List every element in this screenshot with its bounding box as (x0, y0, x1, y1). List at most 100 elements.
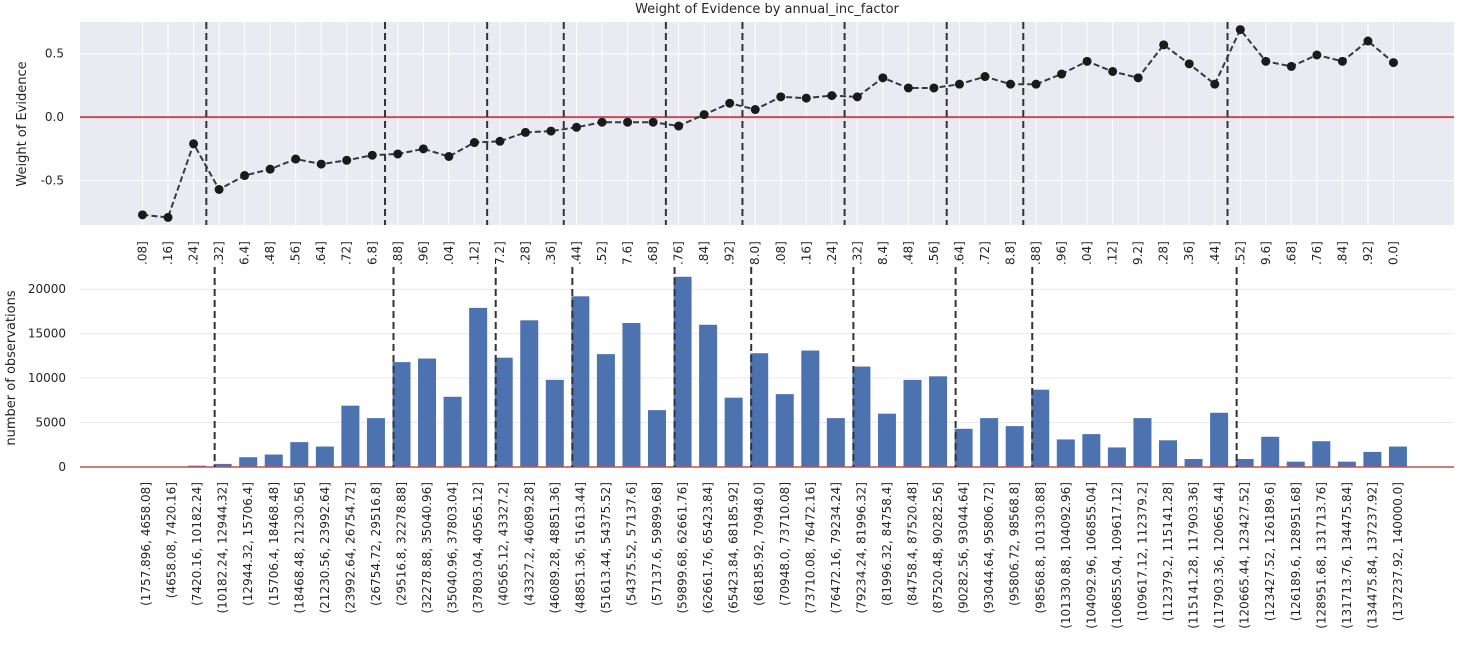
observations-bar (290, 442, 309, 467)
woe-point (1108, 66, 1118, 76)
observations-x-tick-label: (7420.16, 10182.24] (190, 482, 204, 606)
observations-bar (443, 396, 462, 467)
woe-point (265, 164, 275, 174)
woe-point (240, 171, 250, 181)
observations-bar (1082, 434, 1101, 467)
woe-x-tick-label: .32] (850, 241, 864, 265)
woe-point (469, 138, 479, 148)
observations-bar (877, 413, 896, 467)
observations-bar (1005, 426, 1024, 467)
chart-title: Weight of Evidence by annual_inc_factor (635, 2, 899, 17)
woe-y-tick-label: 0.0 (45, 110, 64, 124)
observations-x-ticks: (1757.896, 4658.08] (4658.08, 7420.16] (74… (139, 482, 1405, 629)
woe-x-tick-label: .84] (1335, 241, 1349, 265)
woe-point (1261, 56, 1271, 66)
woe-point (1184, 59, 1194, 69)
woe-point (1057, 69, 1067, 79)
woe-x-tick-label: 9.2] (1131, 241, 1145, 265)
observations-bar (1312, 441, 1331, 467)
observations-x-tick-label: (21230.56, 23992.64] (318, 482, 332, 614)
observations-x-tick-label: (106855.04, 109617.12] (1110, 482, 1124, 629)
woe-point (980, 72, 990, 82)
observations-bar (1235, 459, 1254, 467)
observations-bar (775, 394, 794, 467)
observations-bar (724, 397, 743, 467)
observations-bar (673, 276, 692, 467)
observations-bar (239, 457, 258, 467)
observations-x-tick-label: (59899.68, 62661.76] (676, 482, 690, 614)
woe-point (1006, 79, 1016, 89)
woe-series (138, 25, 1398, 222)
woe-point (1363, 36, 1373, 46)
observations-bar (213, 463, 232, 467)
observations-x-tick-label: (87520.48, 90282.56] (931, 482, 945, 614)
woe-point (444, 151, 454, 161)
observations-x-tick-label: (68185.92, 70948.0] (752, 482, 766, 606)
observations-bar (571, 296, 590, 467)
observations-bar (1031, 389, 1050, 467)
woe-x-tick-label: .12] (467, 241, 481, 265)
observations-x-tick-label: (32278.88, 35040.96] (420, 482, 434, 614)
observations-bar (596, 354, 615, 467)
observations-x-tick-label: (1757.896, 4658.08] (139, 482, 153, 606)
observations-x-tick-label: (131713.76, 134475.84] (1340, 482, 1354, 629)
woe-x-tick-label: .24] (187, 241, 201, 265)
woe-y-ticks: -0.5 0.0 0.5 (41, 47, 64, 188)
woe-x-tick-label: .16] (161, 241, 175, 265)
observations-bar (1184, 459, 1203, 467)
woe-point (572, 122, 582, 132)
woe-x-ticks: .08] .16] .24] .32] 6.4] .48] .56] .64] .72] 6.8]… (136, 241, 1401, 265)
woe-x-tick-label: .84] (697, 241, 711, 265)
woe-point (163, 212, 173, 222)
woe-x-tick-label: .56] (927, 241, 941, 265)
woe-point (1235, 25, 1245, 35)
observations-x-tick-label: (35040.96, 37803.04] (446, 482, 460, 614)
observations-y-tick-label: 15000 (28, 327, 66, 341)
woe-x-tick-label: 9.6] (1259, 241, 1273, 265)
woe-x-tick-label: 8.0] (748, 241, 762, 265)
observations-x-tick-label: (134475.84, 137237.92] (1365, 482, 1379, 629)
woe-x-tick-label: .48] (901, 241, 915, 265)
woe-x-tick-label: .16] (799, 241, 813, 265)
woe-x-tick-label: .48] (263, 241, 277, 265)
observations-x-tick-label: (73710.08, 76472.16] (803, 482, 817, 614)
woe-x-tick-label: .08] (774, 241, 788, 265)
observations-x-tick-label: (4658.08, 7420.16] (165, 482, 179, 598)
observations-x-tick-label: (46089.28, 48851.36] (548, 482, 562, 614)
observations-x-tick-label: (128951.68, 131713.76] (1314, 482, 1328, 629)
observations-x-tick-label: (104092.96, 106855.04] (1084, 482, 1098, 629)
observations-bar (801, 350, 820, 467)
woe-x-tick-label: .88] (1029, 241, 1043, 265)
woe-panel: -0.5 0.0 0.5 .08] .16] .24] .32] 6.4] .48] .56].… (15, 2, 1454, 265)
woe-point (367, 150, 377, 160)
woe-x-tick-label: .52] (595, 241, 609, 265)
observations-bar (826, 418, 845, 467)
woe-point (623, 117, 633, 127)
woe-point (903, 83, 913, 93)
woe-x-tick-label: .92] (1361, 241, 1375, 265)
woe-point (776, 92, 786, 102)
observations-y-tick-label: 20000 (28, 282, 66, 296)
observations-bar (1286, 461, 1305, 467)
woe-point (316, 159, 326, 169)
observations-bar (392, 362, 411, 467)
observations-x-tick-label: (90282.56, 93044.64] (957, 482, 971, 614)
woe-point (546, 126, 556, 136)
woe-x-tick-label: .68] (1284, 241, 1298, 265)
observations-bar (954, 428, 973, 467)
woe-x-tick-label: .08] (136, 241, 150, 265)
observations-x-tick-label: (62661.76, 65423.84] (701, 482, 715, 614)
woe-x-tick-label: .72] (978, 241, 992, 265)
woe-x-tick-label: .36] (1182, 241, 1196, 265)
woe-point (1286, 61, 1296, 71)
observations-x-tick-label: (26754.72, 29516.8] (369, 482, 383, 606)
woe-point (342, 155, 352, 165)
observations-x-tick-label: (115141.28, 117903.36] (1187, 482, 1201, 629)
woe-x-tick-label: .72] (340, 241, 354, 265)
observations-x-tick-label: (126189.6, 128951.68] (1289, 482, 1303, 621)
observations-x-tick-label: (40565.12, 43327.2] (497, 482, 511, 606)
observations-bar (699, 324, 718, 467)
observations-bar (750, 353, 769, 467)
woe-x-tick-label: .12] (1106, 241, 1120, 265)
woe-point (1312, 50, 1322, 60)
